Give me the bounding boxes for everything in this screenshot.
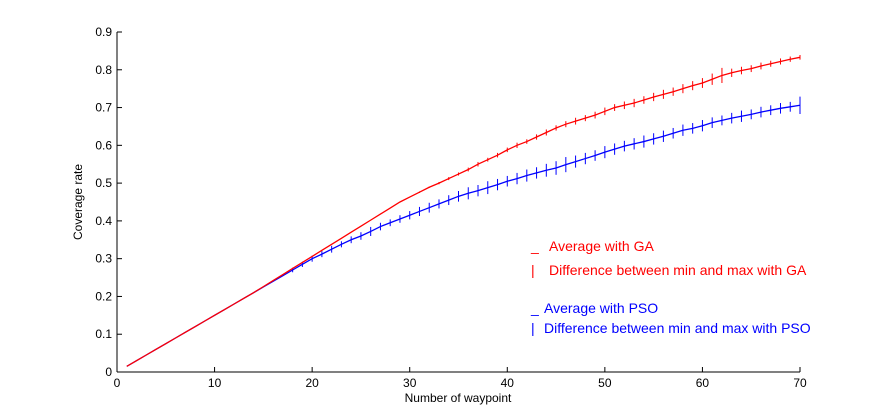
y-tick-label: 0.1 [95, 327, 112, 341]
x-tick-label: 70 [793, 376, 807, 390]
x-axis-label: Number of waypoint [405, 391, 512, 405]
y-ticks: 0 0.1 0.2 0.3 0.4 0.5 0.6 0.7 0.8 0.9 [95, 25, 122, 379]
legend-marker-pso-average: _ [530, 300, 539, 316]
y-tick-label: 0.7 [95, 101, 112, 115]
x-tick-label: 0 [114, 376, 121, 390]
y-tick-label: 0.2 [95, 289, 112, 303]
x-ticks: 0 10 20 30 40 50 60 70 [114, 367, 807, 390]
y-tick-label: 0 [105, 365, 112, 379]
y-axis-label: Coverage rate [71, 164, 85, 240]
x-tick-label: 50 [598, 376, 612, 390]
legend-marker-ga-range: | [531, 262, 535, 278]
legend-label-pso-average: Average with PSO [544, 300, 658, 316]
legend: _ Average with GA | Difference between m… [530, 238, 811, 336]
y-tick-label: 0.8 [95, 63, 112, 77]
legend-label-ga-average: Average with GA [549, 238, 654, 254]
axes-frame [116, 32, 800, 373]
series-line-average-with-ga [126, 56, 801, 367]
y-tick-label: 0.9 [95, 25, 112, 39]
legend-marker-ga-average: _ [530, 238, 539, 254]
legend-label-ga-range: Difference between min and max with GA [549, 262, 807, 278]
legend-label-pso-range: Difference between min and max with PSO [544, 320, 811, 336]
x-tick-label: 20 [305, 376, 319, 390]
x-tick-label: 10 [208, 376, 222, 390]
y-tick-label: 0.5 [95, 176, 112, 190]
x-tick-label: 30 [403, 376, 417, 390]
x-tick-label: 40 [501, 376, 515, 390]
x-tick-label: 60 [696, 376, 710, 390]
legend-marker-pso-range: | [531, 320, 535, 336]
y-tick-label: 0.4 [95, 214, 112, 228]
series-group [126, 55, 801, 367]
y-tick-label: 0.3 [95, 252, 112, 266]
y-tick-label: 0.6 [95, 138, 112, 152]
